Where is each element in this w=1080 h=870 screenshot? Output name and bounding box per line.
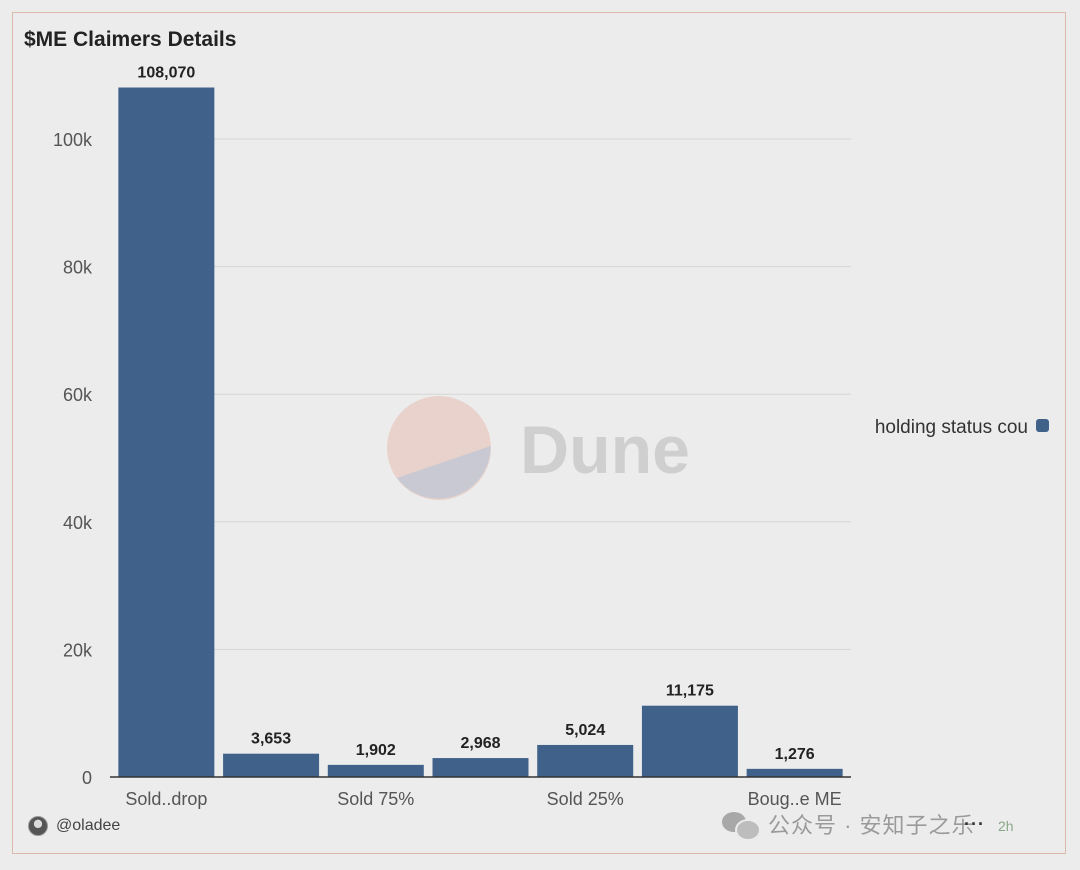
x-tick-label: Boug..e ME — [748, 789, 842, 809]
wechat-icon — [722, 810, 761, 841]
bar[interactable] — [537, 744, 634, 777]
data-label: 11,175 — [666, 683, 714, 700]
y-tick-label: 60k — [63, 385, 93, 405]
y-tick-label: 20k — [63, 640, 93, 660]
legend[interactable]: holding status cou — [875, 417, 1049, 438]
data-label: 3,653 — [251, 731, 291, 748]
x-tick-label: Sold 75% — [337, 789, 414, 809]
x-tick-label: Sold..drop — [125, 789, 207, 809]
dune-watermark-text: Dune — [520, 412, 690, 488]
avatar — [28, 816, 48, 836]
legend-swatch — [1036, 419, 1049, 432]
data-label: 108,070 — [137, 65, 195, 82]
gridlines — [210, 138, 851, 650]
bar[interactable] — [327, 764, 424, 777]
bar[interactable] — [223, 753, 320, 777]
data-label: 1,276 — [775, 746, 815, 763]
bars — [118, 87, 843, 777]
chart-title: $ME Claimers Details — [24, 28, 237, 51]
legend-series-label: holding status cou — [875, 417, 1028, 438]
y-tick-label: 40k — [63, 513, 93, 533]
data-labels: 108,070 3,653 1,902 2,968 5,024 11,175 1,276 — [137, 65, 814, 763]
author-name: @oladee — [56, 817, 121, 834]
more-options-icon[interactable]: ··· — [964, 814, 985, 834]
data-label: 2,968 — [460, 735, 500, 752]
y-tick-label: 80k — [63, 258, 93, 278]
y-tick-label: 0 — [82, 768, 92, 788]
bar[interactable] — [746, 768, 843, 777]
wechat-source-text: 公众号 · 安知子之乐 — [768, 813, 975, 838]
dune-watermark: Dune — [387, 396, 690, 500]
x-tick-label: Sold 25% — [547, 789, 624, 809]
author-attribution[interactable]: @oladee — [28, 816, 120, 836]
time-label: 2h — [998, 818, 1014, 834]
data-label: 5,024 — [565, 722, 605, 739]
x-axis-ticks: Sold..drop Sold 75% Sold 25% Boug..e ME — [125, 789, 841, 809]
bar[interactable] — [118, 87, 215, 777]
bar[interactable] — [641, 705, 738, 777]
dune-logo-lower-half — [397, 446, 491, 499]
data-label: 1,902 — [356, 742, 396, 759]
y-axis-ticks: 0 20k 40k 60k 80k 100k — [53, 130, 93, 788]
bar[interactable] — [432, 758, 529, 777]
wechat-source: 公众号 · 安知子之乐 — [722, 808, 975, 841]
y-tick-label: 100k — [53, 130, 93, 150]
